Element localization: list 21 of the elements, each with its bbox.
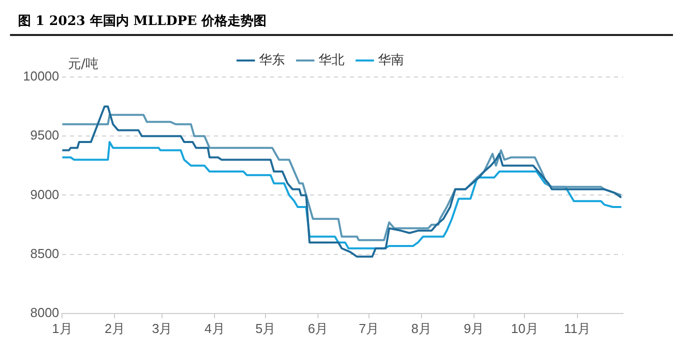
x-tick-label: 1月 [52, 320, 72, 336]
legend-label: 华北 [318, 52, 344, 68]
x-tick-label: 2月 [104, 320, 125, 336]
y-tick-label: 8500 [30, 246, 60, 261]
y-axis-title: 元/吨 [68, 56, 98, 72]
x-tick-label: 6月 [308, 320, 328, 336]
legend-label: 华东 [258, 52, 285, 68]
x-tick-label: 3月 [152, 320, 172, 336]
x-tick-label: 11月 [564, 320, 590, 336]
y-tick-label: 9500 [30, 128, 60, 143]
x-tick-label: 7月 [358, 320, 379, 336]
x-tick-label: 8月 [411, 320, 432, 336]
y-tick-label: 9000 [30, 186, 60, 202]
legend-label: 华南 [378, 52, 404, 68]
y-tick-label: 8000 [30, 304, 60, 320]
x-tick-label: 9月 [464, 320, 484, 336]
chart-title: 图 1 2023 年国内 MLLDPE 价格走势图 [10, 12, 673, 36]
x-tick-label: 4月 [204, 320, 225, 336]
y-tick-label: 10000 [22, 68, 60, 84]
x-tick-label: 5月 [255, 320, 276, 336]
x-tick-label: 10月 [510, 320, 538, 336]
